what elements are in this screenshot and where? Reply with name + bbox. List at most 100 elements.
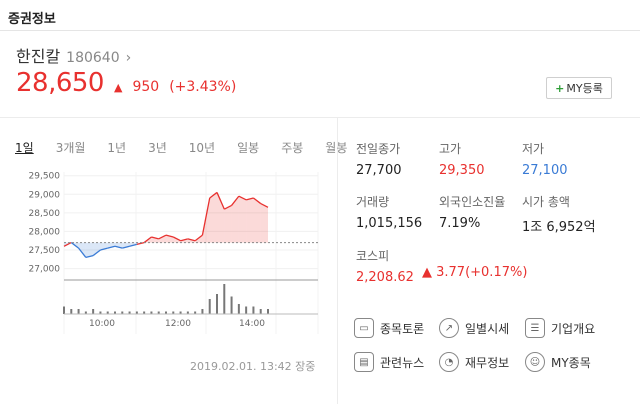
tab-1day[interactable]: 1일 [15,141,34,155]
area-segment [231,196,239,243]
y-tick-label: 27,500 [29,246,61,256]
menu-my-label: MY종목 [551,355,591,370]
menu-discussion-label: 종목토론 [380,321,425,336]
prev-close: 전일종가 27,700 [356,140,402,178]
volume-bar [92,309,95,314]
volume-value: 1,015,156 [356,216,423,231]
stock-code: 180640 [66,50,120,66]
price-line-segment [92,249,101,257]
price-line-segment [129,243,138,247]
price-line-segment [238,195,247,201]
tab-daily[interactable]: 일봉 [237,141,260,155]
price-line-segment [201,197,211,236]
stock-name[interactable]: 한진칼 [16,47,61,66]
add-my-label: MY등록 [566,82,603,95]
volume: 거래량 1,015,156 [356,193,422,231]
intraday-chart[interactable]: 29,500 29,000 28,500 28,000 27,500 27,000 10:0… [16,166,326,336]
volume-bar [63,306,65,314]
menu-news-label: 관련뉴스 [380,355,425,370]
area-segment [78,242,86,258]
low-value: 27,100 [522,163,568,178]
menu-news[interactable]: ▤ 관련뉴스 [354,352,424,372]
y-tick-label: 28,000 [29,227,61,237]
volume-bar [70,309,73,314]
price-line-segment [260,202,269,208]
area-segment [93,242,101,256]
price-line-segment [136,241,145,246]
area-segment [217,192,225,243]
kospi: 코스피 2,208.62 [356,247,414,285]
market-cap: 시가 총액 1조 6,952억 [522,193,596,235]
area-segment [253,198,261,243]
low-label: 저가 [522,142,545,156]
price-line-segment [151,236,159,240]
tab-3months[interactable]: 3개월 [55,141,86,155]
timestamp: 2019.02.01. 13:42 장중 [190,360,316,373]
price-line-segment [85,254,94,259]
tab-10years[interactable]: 10년 [188,141,216,155]
price-row: 28,650 ▲ 950 (+3.43%) [16,68,236,98]
change-amount: 950 [132,79,160,95]
area-segment [122,242,130,249]
volume-bar [208,299,211,314]
area-segment [246,198,254,243]
news-icon: ▤ [354,352,374,372]
volume-bar [84,311,87,314]
area-segment [151,237,159,243]
menu-my-stocks[interactable]: ☺ MY종목 [525,352,591,372]
price-line-segment [63,241,72,247]
price-line-segment [231,195,240,206]
price-line-segment [187,238,196,242]
volume-bar [259,309,262,314]
high: 고가 29,350 [439,140,485,178]
price-line-segment [194,234,203,242]
volume-bar [230,296,233,314]
price-line-segment [165,234,174,238]
divider [0,30,640,31]
chat-icon: ▭ [354,318,374,338]
y-tick-label: 29,000 [29,190,61,200]
menu-company[interactable]: ☰ 기업개요 [525,318,595,338]
volume-bar [157,311,160,314]
price-line-segment [114,245,123,249]
y-tick-label: 27,000 [29,265,61,275]
tab-1year[interactable]: 1년 [107,141,127,155]
price-line-segment [143,236,152,244]
price-line-segment [216,192,225,210]
area-segment [260,203,268,243]
volume-bar [179,311,182,314]
area-segment [85,242,94,258]
price-line-segment [209,191,218,199]
volume-bar [267,309,269,314]
add-my-button[interactable]: + MY등록 [546,77,612,99]
high-label: 고가 [439,142,462,156]
chevron-right-icon[interactable]: › [125,50,132,66]
menu-finance[interactable]: ◔ 재무정보 [439,352,509,372]
area-segment [209,192,217,243]
menu-daily-price[interactable]: ↗ 일별시세 [439,318,509,338]
area-segment [158,235,166,243]
x-tick-label: 14:00 [239,319,265,329]
area-segment [238,196,247,243]
stock-title-link[interactable]: 한진칼 180640 › [16,43,131,67]
divider [0,117,640,118]
foreign-value: 7.19% [439,216,481,231]
kospi-change: ▲ 3.77(+0.17%) [422,265,528,280]
tab-3years[interactable]: 3년 [148,141,167,155]
change-percent: (+3.43%) [169,79,237,95]
price-line-segment [78,247,87,258]
y-tick-label: 28,500 [29,209,61,219]
trend-icon: ↗ [439,318,459,338]
volume-bar [143,311,146,314]
volume-bar [128,311,131,314]
tab-weekly[interactable]: 주봉 [281,141,304,155]
foreign-ratio: 외국인소진율 7.19% [439,193,505,231]
price-line-segment [158,234,167,240]
volume-bar [201,309,204,314]
price-line-segment [253,197,262,205]
area-segment [224,205,232,243]
price-line-segment [245,197,254,201]
menu-discussion[interactable]: ▭ 종목토론 [354,318,424,338]
tab-monthly[interactable]: 월봉 [325,141,348,155]
price-line-segment [70,242,79,249]
